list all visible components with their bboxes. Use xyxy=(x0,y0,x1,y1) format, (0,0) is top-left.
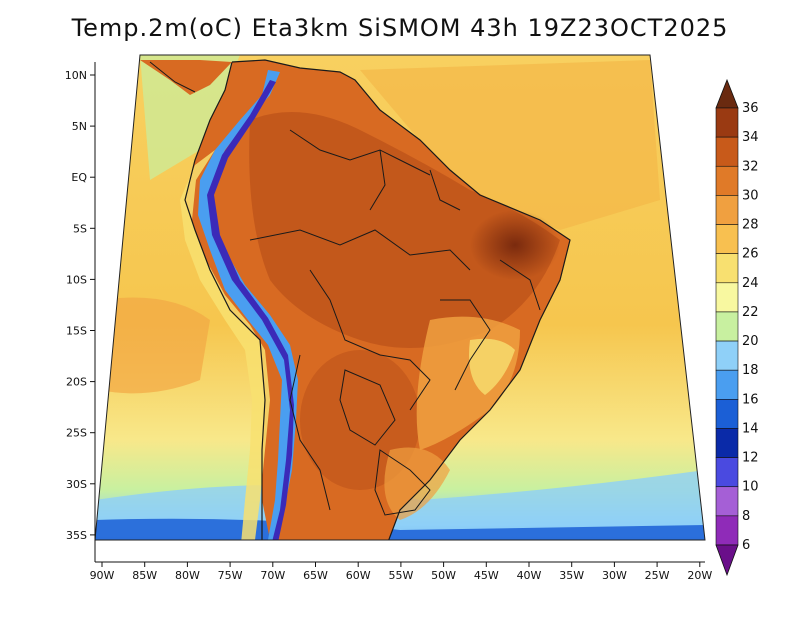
colorbar-label: 28 xyxy=(742,218,759,233)
nordeste-hotspot xyxy=(470,210,560,280)
colorbar-label: 6 xyxy=(742,538,750,553)
colorbar-label: 32 xyxy=(742,159,759,174)
warm-pacific xyxy=(100,297,210,394)
colorbar-segment xyxy=(715,399,739,429)
colorbar: 36 34 32 30 28 26 24 22 20 18 16 14 12 10 8 6 xyxy=(715,78,759,577)
colorbar-segment xyxy=(715,369,739,400)
colorbar-segment xyxy=(715,340,739,371)
country-borders xyxy=(249,129,541,516)
colorbar-segment xyxy=(715,165,739,196)
lat-tick-label: 10N xyxy=(65,69,87,82)
colorbar-label: 8 xyxy=(742,509,750,524)
colorbar-label: 12 xyxy=(742,451,759,466)
lon-tick-label: 45W xyxy=(474,569,499,582)
south-brazil xyxy=(384,447,450,520)
colorbar-label: 30 xyxy=(742,188,759,203)
lat-tick-label: 15S xyxy=(66,325,87,338)
lat-tick-label: 25S xyxy=(66,427,87,440)
lat-tick-label: EQ xyxy=(71,171,87,184)
lon-tick-label: 65W xyxy=(303,569,328,582)
andes-cold-strip xyxy=(198,70,298,540)
colorbar-top-arrow xyxy=(715,78,739,109)
lat-tick-label: 35S xyxy=(66,529,87,542)
lon-tick-label: 75W xyxy=(218,569,243,582)
colorbar-bottom-arrow xyxy=(715,544,739,577)
colorbar-label: 34 xyxy=(742,130,759,145)
hot-interior xyxy=(249,112,560,348)
lon-tick-label: 70W xyxy=(260,569,285,582)
colorbar-label: 18 xyxy=(742,363,759,378)
colorbar-label: 10 xyxy=(742,480,759,495)
lon-tick-label: 90W xyxy=(90,569,115,582)
temperature-field xyxy=(95,55,705,540)
central-america-land xyxy=(140,60,232,95)
lon-tick-label: 50W xyxy=(431,569,456,582)
colorbar-segment xyxy=(715,107,739,138)
colorbar-segment xyxy=(715,224,739,254)
lon-tick-label: 80W xyxy=(175,569,200,582)
colorbar-label: 16 xyxy=(742,392,759,407)
colorbar-segment xyxy=(715,195,739,225)
map-title: Temp.2m(oC) Eta3km SiSMOM 43h 19Z23OCT20… xyxy=(71,14,729,42)
colorbar-segment xyxy=(715,486,739,517)
lon-tick-label: 40W xyxy=(517,569,542,582)
lon-tick-label: 20W xyxy=(687,569,712,582)
colorbar-segment xyxy=(715,311,739,342)
longitude-axis: 90W 85W 80W 75W 70W 65W 60W 55W 50W 45W 40W 35W 30W 2… xyxy=(90,562,712,582)
latitude-axis: 10N 5N EQ 5S 10S 15S 20S 25S 30S 35S xyxy=(65,69,95,542)
lon-tick-label: 55W xyxy=(388,569,413,582)
lat-tick-label: 10S xyxy=(66,273,87,286)
colorbar-label: 36 xyxy=(742,101,759,116)
lat-tick-label: 5S xyxy=(73,222,87,235)
andes-peaks xyxy=(207,80,294,540)
lon-tick-label: 85W xyxy=(132,569,157,582)
central-america-coast xyxy=(149,61,196,93)
colorbar-segment xyxy=(715,282,739,313)
lon-tick-label: 30W xyxy=(602,569,627,582)
lat-tick-label: 30S xyxy=(66,478,87,491)
map-frame xyxy=(94,54,706,541)
colorbar-label: 24 xyxy=(742,276,759,291)
lon-tick-label: 35W xyxy=(559,569,584,582)
colorbar-segment xyxy=(715,136,739,167)
lon-tick-label: 25W xyxy=(645,569,670,582)
colorbar-segment xyxy=(715,515,739,546)
colorbar-label: 20 xyxy=(742,334,759,349)
lat-tick-label: 20S xyxy=(66,376,87,389)
colorbar-segment xyxy=(715,253,739,284)
lat-tick-label: 5N xyxy=(72,120,87,133)
highlands-cool xyxy=(469,338,515,395)
coastline xyxy=(184,59,571,540)
colorbar-label: 22 xyxy=(742,305,759,320)
warm-atlantic xyxy=(360,60,660,230)
lon-tick-label: 60W xyxy=(346,569,371,582)
cool-pacific-north xyxy=(140,55,240,180)
colorbar-label: 14 xyxy=(742,421,759,436)
colorbar-segment xyxy=(715,457,739,488)
colorbar-segment xyxy=(715,428,739,458)
colorbar-label: 26 xyxy=(742,247,759,262)
